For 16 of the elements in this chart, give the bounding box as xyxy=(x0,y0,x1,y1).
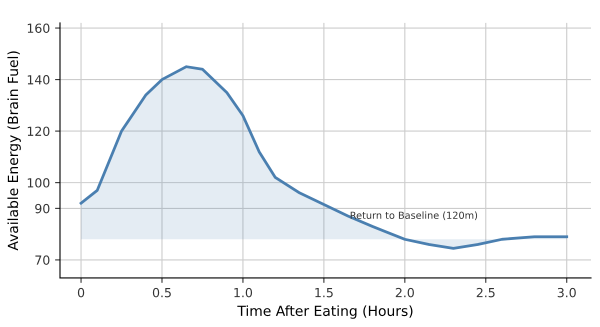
y-tick-label: 120 xyxy=(28,126,50,136)
y-tick-label: 140 xyxy=(28,75,50,84)
x-axis-title: Time After Eating (Hours) xyxy=(237,305,412,319)
x-tick-label: 2.5 xyxy=(476,288,495,298)
x-tick-label: 1.5 xyxy=(315,288,333,298)
annotation: Return to Baseline (120m) xyxy=(350,211,478,220)
y-axis-title: Available Energy (Brain Fuel) xyxy=(7,51,21,251)
x-tick-label: 1.0 xyxy=(234,288,252,298)
y-tick-label: 160 xyxy=(28,24,50,33)
y-tick-label: 70 xyxy=(35,255,50,265)
x-tick-label: 3.0 xyxy=(558,288,576,298)
x-tick-label: 0.5 xyxy=(152,288,171,298)
y-tick-label: 90 xyxy=(35,204,50,214)
x-tick-label: 0 xyxy=(78,288,84,298)
y-tick-label: 100 xyxy=(28,178,50,188)
x-tick-label: 2.0 xyxy=(396,288,414,298)
